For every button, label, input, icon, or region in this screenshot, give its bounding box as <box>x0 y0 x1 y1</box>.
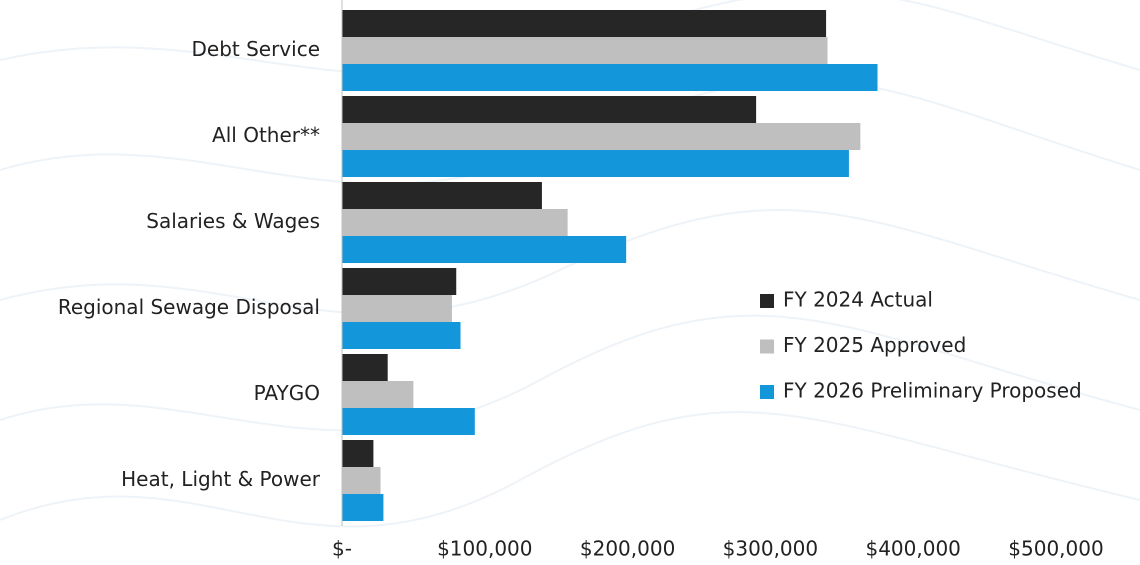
bar <box>342 150 849 178</box>
legend-swatch <box>760 385 774 399</box>
bar <box>342 494 384 522</box>
bar <box>342 236 627 264</box>
bar <box>342 123 861 151</box>
legend-swatch <box>760 294 774 308</box>
x-tick-label: $300,000 <box>723 537 818 561</box>
bar <box>342 467 381 495</box>
bar <box>342 322 461 350</box>
x-tick-label: $400,000 <box>865 537 960 561</box>
bar <box>342 96 757 124</box>
legend-label: FY 2024 Actual <box>783 288 933 312</box>
bar <box>342 268 457 296</box>
x-tick-label: $100,000 <box>437 537 532 561</box>
bar <box>342 182 542 210</box>
bar <box>342 408 475 436</box>
bar <box>342 295 452 323</box>
bar <box>342 209 568 237</box>
x-tick-label: $- <box>332 537 352 561</box>
legend-label: FY 2025 Approved <box>783 333 966 357</box>
legend-label: FY 2026 Preliminary Proposed <box>783 379 1082 403</box>
bar <box>342 10 827 38</box>
bar <box>342 37 828 65</box>
x-tick-label: $500,000 <box>1008 537 1103 561</box>
bar <box>342 381 414 409</box>
y-tick-label: All Other** <box>212 123 320 147</box>
x-tick-label: $200,000 <box>580 537 675 561</box>
y-tick-label: Heat, Light & Power <box>121 467 321 491</box>
y-tick-label: PAYGO <box>254 381 320 405</box>
y-tick-label: Debt Service <box>191 37 320 61</box>
bar <box>342 354 388 382</box>
legend-swatch <box>760 339 774 354</box>
bar <box>342 64 878 92</box>
y-tick-label: Regional Sewage Disposal <box>58 295 320 319</box>
y-tick-label: Salaries & Wages <box>146 209 320 233</box>
bar <box>342 440 374 468</box>
